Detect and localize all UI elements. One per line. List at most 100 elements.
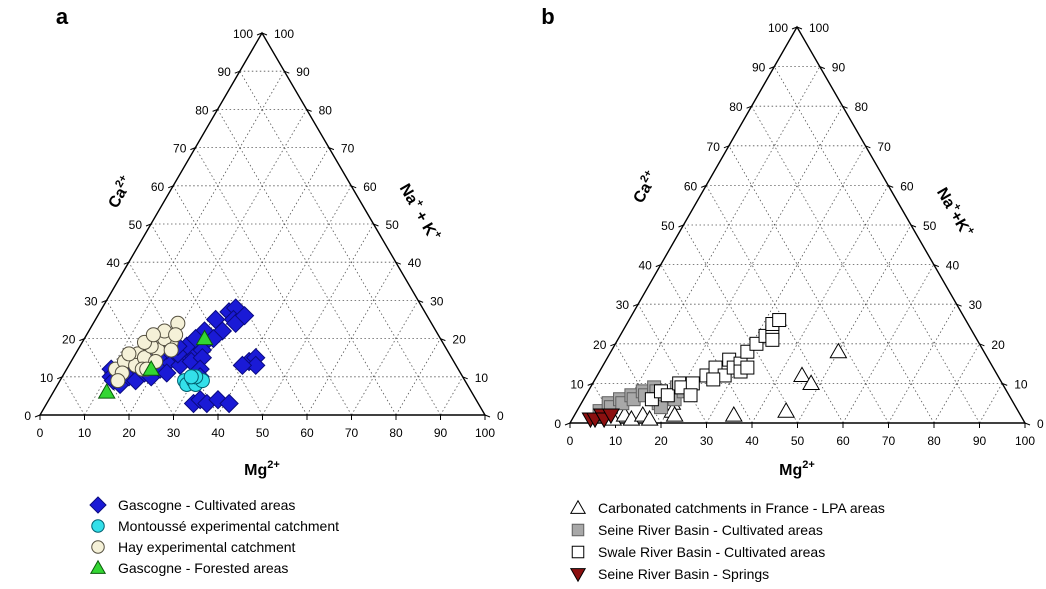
p0-left-tick-mark bbox=[123, 261, 129, 265]
p0-left-tick-mark bbox=[57, 376, 63, 380]
p0-left-tick-mark bbox=[79, 338, 85, 342]
p0-legend-marker bbox=[91, 519, 105, 533]
p0-bottom-tick-label: 20 bbox=[122, 426, 136, 440]
p1-left-tick-mark bbox=[655, 264, 661, 268]
p0-left-tick-label: 90 bbox=[217, 65, 231, 79]
p0-right-axis-label: Na+ + K+ bbox=[396, 180, 445, 245]
p0-left-tick-label: 30 bbox=[84, 294, 98, 308]
p0-left-tick-label: 80 bbox=[195, 103, 209, 117]
p1-left-tick-mark bbox=[769, 66, 775, 70]
p1-grid-na-10 bbox=[773, 66, 980, 424]
p1-left-tick-mark bbox=[678, 224, 684, 228]
p1-left-tick-label: 70 bbox=[707, 140, 721, 154]
p1-grid-mg-20 bbox=[660, 106, 843, 424]
p1-left-tick-label: 100 bbox=[768, 21, 788, 35]
p1-bottom-tick-label: 0 bbox=[567, 434, 574, 448]
p0-right-tick-label: 60 bbox=[363, 180, 377, 194]
p0-data-point bbox=[219, 393, 239, 414]
p0-bottom-tick-label: 10 bbox=[78, 426, 92, 440]
p0-legend-label: Montoussé experimental catchment bbox=[118, 518, 339, 534]
p1-left-axis-label-sup: 2+ bbox=[638, 168, 655, 185]
p0-grid-mg-90 bbox=[440, 376, 464, 416]
p0-right-axis-label-sup1: + bbox=[413, 197, 427, 209]
p0-right-tick-label: 100 bbox=[274, 27, 294, 41]
p0-legend-marker bbox=[91, 540, 105, 554]
p0-series-3 bbox=[97, 329, 214, 399]
p0-bottom-tick-label: 50 bbox=[256, 426, 270, 440]
p0-legend-marker bbox=[89, 559, 107, 574]
p1-right-tick-label: 0 bbox=[1037, 417, 1044, 431]
p0-grid-na-30 bbox=[195, 147, 352, 416]
p0-legend-label: Gascogne - Forested areas bbox=[118, 560, 288, 576]
p1-data-point bbox=[660, 388, 675, 403]
p0-ticks: 0 10 20 30 40 50 60 70 80 90 100010203040506070809… bbox=[24, 27, 504, 440]
p0-left-axis-label: Ca2+ bbox=[103, 173, 137, 212]
p1-bottom-tick-label: 50 bbox=[791, 434, 805, 448]
p0-left-tick-label: 20 bbox=[62, 333, 76, 347]
p1-right-tick-mark bbox=[910, 224, 917, 228]
p1-data-point bbox=[765, 332, 780, 347]
p1-left-tick-label: 0 bbox=[554, 417, 561, 431]
p1-right-tick-mark bbox=[979, 343, 985, 347]
p0-bottom-tick-label: 30 bbox=[167, 426, 181, 440]
p0-left-tick-label: 40 bbox=[106, 256, 120, 270]
p1-data-point bbox=[640, 409, 659, 426]
p1-legend-marker bbox=[571, 545, 585, 559]
p0-right-tick-label: 20 bbox=[452, 333, 466, 347]
p1-left-tick-mark bbox=[701, 184, 707, 188]
p0-series-2 bbox=[108, 315, 186, 389]
p0-grid-mg-60 bbox=[306, 261, 397, 416]
p0-left-tick-label: 70 bbox=[173, 142, 187, 156]
p0-bottom-tick-label: 70 bbox=[345, 426, 359, 440]
p0-series-1 bbox=[177, 369, 210, 392]
p0-right-tick-mark bbox=[261, 32, 268, 36]
p1-left-tick-label: 50 bbox=[661, 219, 675, 233]
p0-left-tick-label: 10 bbox=[40, 371, 54, 385]
p1-left-tick-label: 90 bbox=[752, 61, 766, 75]
p1-right-tick-label: 90 bbox=[832, 61, 846, 75]
p1-right-tick-mark bbox=[1002, 382, 1008, 386]
p0-bottom-tick-label: 90 bbox=[434, 426, 448, 440]
p1-right-tick-label: 30 bbox=[969, 298, 983, 312]
p1-grid-na-20 bbox=[751, 106, 935, 424]
p0-right-tick-mark bbox=[284, 70, 290, 74]
p0-left-tick-mark bbox=[234, 70, 240, 74]
p1-left-tick-mark bbox=[610, 343, 616, 347]
p1-right-tick-label: 40 bbox=[946, 259, 960, 273]
p1-bottom-tick-label: 10 bbox=[609, 434, 623, 448]
p0-data-point bbox=[97, 382, 116, 399]
p1-right-tick-label: 100 bbox=[809, 21, 829, 35]
p0-left-tick-label: 100 bbox=[233, 27, 253, 41]
p1-data-points bbox=[581, 313, 848, 429]
p0-right-tick-label: 70 bbox=[341, 142, 355, 156]
p0-data-point bbox=[246, 355, 266, 376]
p1-legend-label: Seine River Basin - Springs bbox=[598, 566, 769, 582]
p1-right-tick-label: 10 bbox=[1014, 377, 1028, 391]
p1-data-point bbox=[665, 405, 684, 422]
p1-left-tick-label: 10 bbox=[570, 377, 584, 391]
p1-series-2 bbox=[644, 313, 787, 407]
p0-grid-mg-50 bbox=[262, 223, 374, 416]
p0-right-tick-label: 0 bbox=[497, 409, 504, 423]
p1-left-tick-label: 30 bbox=[616, 298, 630, 312]
p1-legend: Carbonated catchments in France - LPA ar… bbox=[569, 499, 885, 583]
p0-legend-label: Hay experimental catchment bbox=[118, 539, 296, 555]
p1-left-tick-mark bbox=[746, 105, 752, 109]
p1-grid-mg-80 bbox=[933, 343, 980, 424]
p1-right-tick-label: 50 bbox=[923, 219, 937, 233]
p0-data-point bbox=[232, 355, 253, 376]
p0-grid-na-10 bbox=[239, 70, 441, 416]
p1-ticks: 0 10 20 30 40 50 60 70 80 90 100010203040506070809… bbox=[554, 21, 1044, 448]
p1-left-tick-label: 40 bbox=[638, 259, 652, 273]
p0-left-tick-mark bbox=[212, 108, 218, 112]
p1-right-tick-mark bbox=[842, 105, 848, 109]
p1-data-point bbox=[793, 366, 811, 383]
p0-left-axis-label-sup: 2+ bbox=[113, 173, 130, 190]
p1-series-3 bbox=[581, 408, 620, 429]
p1-legend-label: Swale River Basin - Cultivated areas bbox=[598, 544, 825, 560]
p1-bottom-axis-label-sup: 2+ bbox=[802, 459, 815, 471]
p0-data-point bbox=[145, 327, 161, 343]
p0-data-point bbox=[168, 327, 184, 343]
p1-grid-mg-70 bbox=[888, 304, 957, 424]
p1-left-tick-mark bbox=[587, 382, 593, 386]
